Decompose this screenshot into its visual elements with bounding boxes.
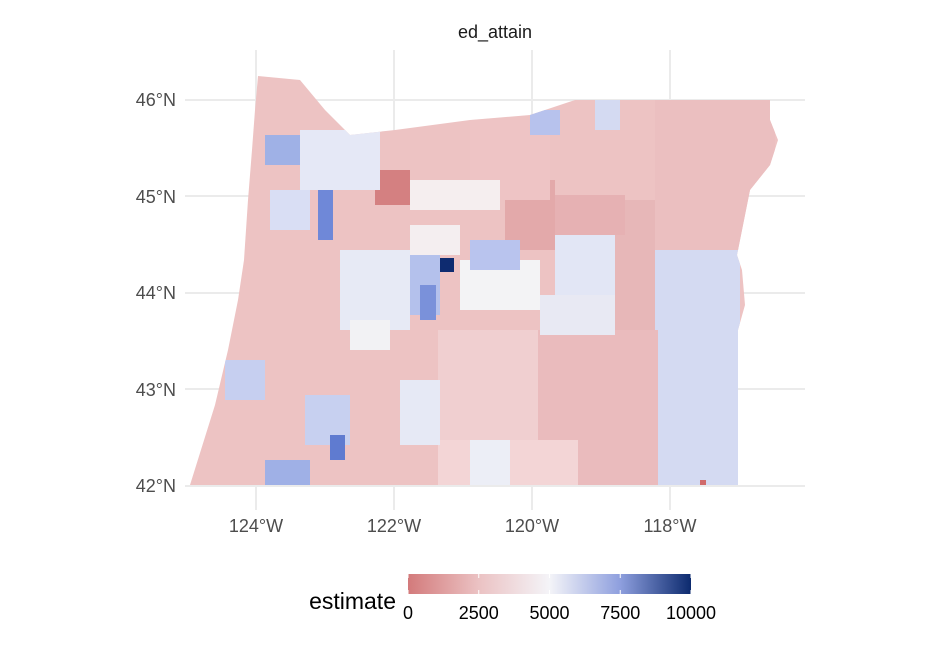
region-umatilla-north [595, 100, 620, 130]
panel-title: ed_attain [458, 22, 532, 43]
region-lake-gray [470, 440, 510, 485]
region-medford [330, 435, 345, 460]
legend-colorbar [408, 574, 691, 594]
x-axis-labels: 124°W 122°W 120°W 118°W [229, 516, 697, 536]
region-salem [318, 190, 333, 240]
y-tick-43n: 43°N [136, 380, 176, 400]
region-southeast-spot [700, 480, 706, 485]
oregon-regions [190, 76, 778, 485]
legend-label-10000: 10000 [666, 603, 716, 623]
region-wheeler-east [555, 195, 625, 235]
legend-ticks [407, 574, 692, 594]
region-grant [555, 230, 615, 295]
y-tick-45n: 45°N [136, 187, 176, 207]
region-coos [225, 360, 265, 400]
region-northeast [655, 100, 775, 250]
legend-title: estimate [309, 588, 396, 614]
region-redmond [420, 285, 436, 320]
region-bend [440, 258, 454, 272]
y-axis-labels: 46°N 45°N 44°N 43°N 42°N [136, 90, 176, 496]
x-tick-120w: 120°W [505, 516, 559, 536]
region-wasco [410, 180, 500, 210]
y-tick-46n: 46°N [136, 90, 176, 110]
region-malheur-east [655, 248, 740, 485]
legend-label-5000: 5000 [529, 603, 569, 623]
region-crook-north [470, 240, 520, 270]
legend-label-7500: 7500 [600, 603, 640, 623]
region-lake [438, 330, 538, 440]
region-jefferson [410, 225, 460, 255]
y-tick-42n: 42°N [136, 476, 176, 496]
region-lane-east [350, 320, 390, 350]
x-tick-124w: 124°W [229, 516, 283, 536]
x-tick-118w: 118°W [644, 516, 697, 536]
region-josephine [265, 460, 310, 485]
region-linn-east [340, 250, 410, 330]
region-hood-river [375, 170, 410, 205]
region-portland [300, 130, 380, 190]
x-tick-122w: 122°W [367, 516, 421, 536]
legend-labels: 0 2500 5000 7500 10000 [403, 603, 716, 623]
legend-label-2500: 2500 [459, 603, 499, 623]
region-morrow-north [530, 110, 560, 135]
region-yamhill [270, 190, 310, 230]
legend-label-0: 0 [403, 603, 413, 623]
y-tick-44n: 44°N [136, 283, 176, 303]
region-grant-south [540, 295, 615, 335]
color-legend: estimate 0 2500 5000 7500 10000 [309, 574, 716, 623]
region-klamath-north [400, 380, 440, 445]
